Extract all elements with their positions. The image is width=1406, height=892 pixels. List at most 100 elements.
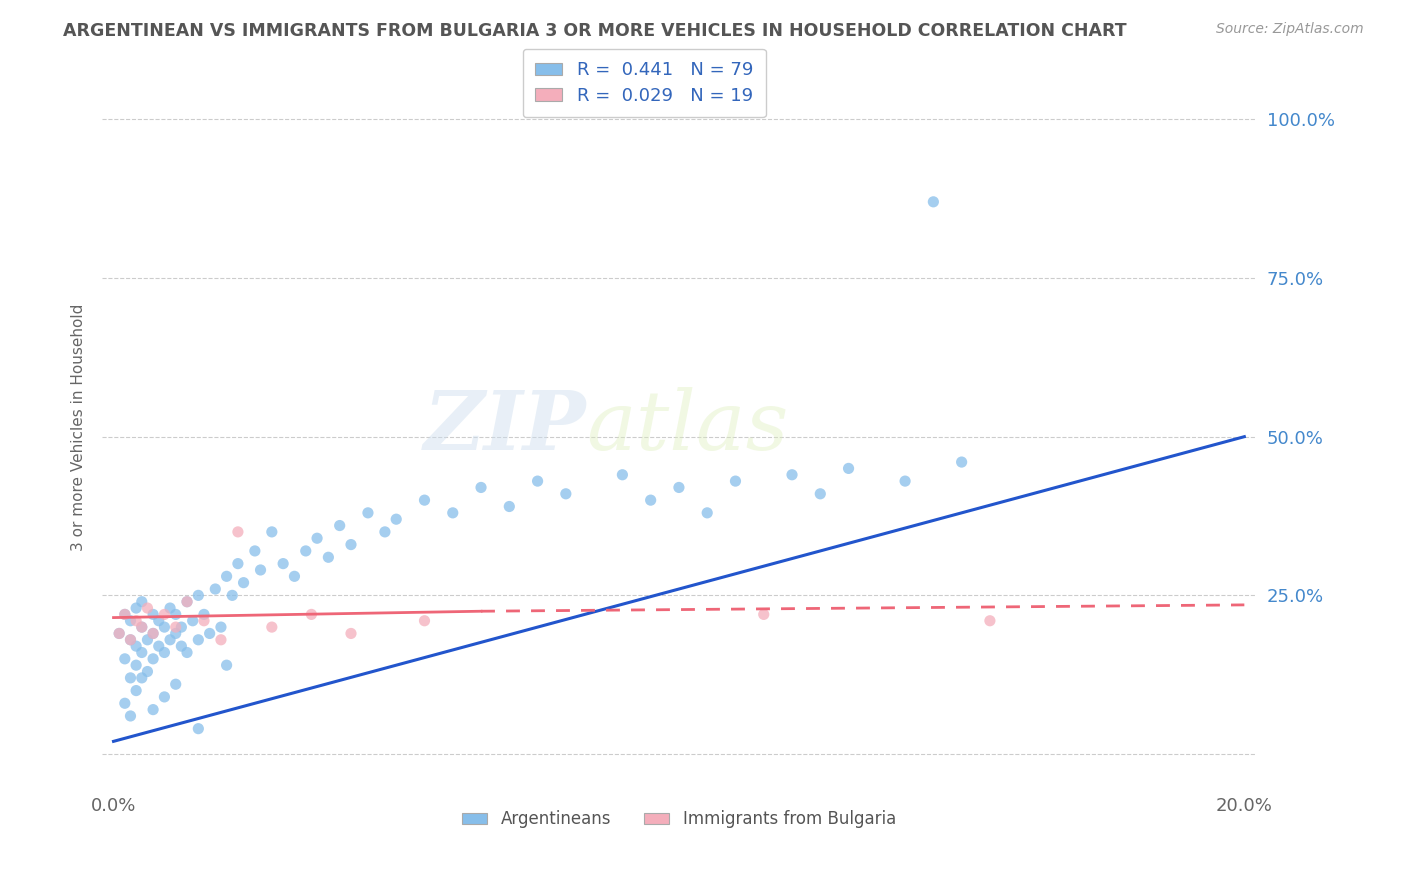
Point: [209, 620, 232, 634]
Point: [696, 506, 718, 520]
Point: [108, 626, 131, 640]
Point: [249, 563, 271, 577]
Point: [170, 620, 193, 634]
Point: [176, 595, 198, 609]
Text: Source: ZipAtlas.com: Source: ZipAtlas.com: [1216, 22, 1364, 37]
Point: [329, 518, 352, 533]
Point: [340, 538, 363, 552]
Point: [221, 588, 243, 602]
Point: [181, 614, 204, 628]
Point: [318, 550, 340, 565]
Point: [232, 575, 254, 590]
Point: [226, 524, 249, 539]
Point: [153, 620, 176, 634]
Point: [204, 582, 226, 596]
Point: [131, 645, 153, 659]
Point: [114, 607, 136, 622]
Point: [193, 607, 215, 622]
Point: [441, 506, 464, 520]
Point: [142, 652, 165, 666]
Point: [260, 524, 283, 539]
Point: [413, 493, 436, 508]
Point: [131, 620, 153, 634]
Point: [120, 671, 142, 685]
Point: [125, 601, 148, 615]
Point: [136, 665, 159, 679]
Text: ARGENTINEAN VS IMMIGRANTS FROM BULGARIA 3 OR MORE VEHICLES IN HOUSEHOLD CORRELAT: ARGENTINEAN VS IMMIGRANTS FROM BULGARIA …: [63, 22, 1126, 40]
Point: [894, 474, 917, 488]
Point: [950, 455, 973, 469]
Point: [215, 658, 238, 673]
Point: [187, 632, 209, 647]
Point: [307, 531, 329, 545]
Point: [120, 614, 142, 628]
Point: [120, 632, 142, 647]
Point: [979, 614, 1001, 628]
Point: [120, 709, 142, 723]
Legend: Argentineans, Immigrants from Bulgaria: Argentineans, Immigrants from Bulgaria: [456, 804, 903, 835]
Point: [153, 690, 176, 704]
Point: [413, 614, 436, 628]
Point: [136, 632, 159, 647]
Point: [554, 487, 576, 501]
Point: [294, 544, 316, 558]
Point: [114, 652, 136, 666]
Point: [198, 626, 221, 640]
Point: [170, 639, 193, 653]
Point: [108, 626, 131, 640]
Point: [165, 626, 187, 640]
Point: [838, 461, 860, 475]
Point: [159, 601, 181, 615]
Point: [260, 620, 283, 634]
Point: [808, 487, 831, 501]
Point: [283, 569, 305, 583]
Point: [271, 557, 294, 571]
Point: [612, 467, 634, 482]
Point: [125, 658, 148, 673]
Point: [357, 506, 380, 520]
Point: [374, 524, 396, 539]
Point: [209, 632, 232, 647]
Point: [142, 626, 165, 640]
Point: [176, 645, 198, 659]
Point: [114, 607, 136, 622]
Point: [187, 588, 209, 602]
Point: [668, 480, 690, 494]
Point: [724, 474, 747, 488]
Point: [340, 626, 363, 640]
Point: [165, 620, 187, 634]
Text: atlas: atlas: [586, 387, 789, 467]
Point: [136, 601, 159, 615]
Point: [125, 683, 148, 698]
Point: [142, 703, 165, 717]
Point: [131, 671, 153, 685]
Point: [526, 474, 548, 488]
Point: [752, 607, 775, 622]
Point: [193, 614, 215, 628]
Point: [148, 614, 170, 628]
Point: [142, 607, 165, 622]
Point: [187, 722, 209, 736]
Point: [299, 607, 322, 622]
Point: [215, 569, 238, 583]
Point: [125, 639, 148, 653]
Point: [114, 696, 136, 710]
Point: [125, 614, 148, 628]
Point: [640, 493, 662, 508]
Point: [176, 595, 198, 609]
Point: [922, 194, 945, 209]
Point: [131, 620, 153, 634]
Text: ZIP: ZIP: [425, 387, 586, 467]
Point: [226, 557, 249, 571]
Point: [243, 544, 266, 558]
Point: [153, 645, 176, 659]
Point: [131, 595, 153, 609]
Point: [148, 639, 170, 653]
Point: [142, 626, 165, 640]
Y-axis label: 3 or more Vehicles in Household: 3 or more Vehicles in Household: [72, 303, 86, 551]
Point: [120, 632, 142, 647]
Point: [780, 467, 803, 482]
Point: [385, 512, 408, 526]
Point: [165, 607, 187, 622]
Point: [153, 607, 176, 622]
